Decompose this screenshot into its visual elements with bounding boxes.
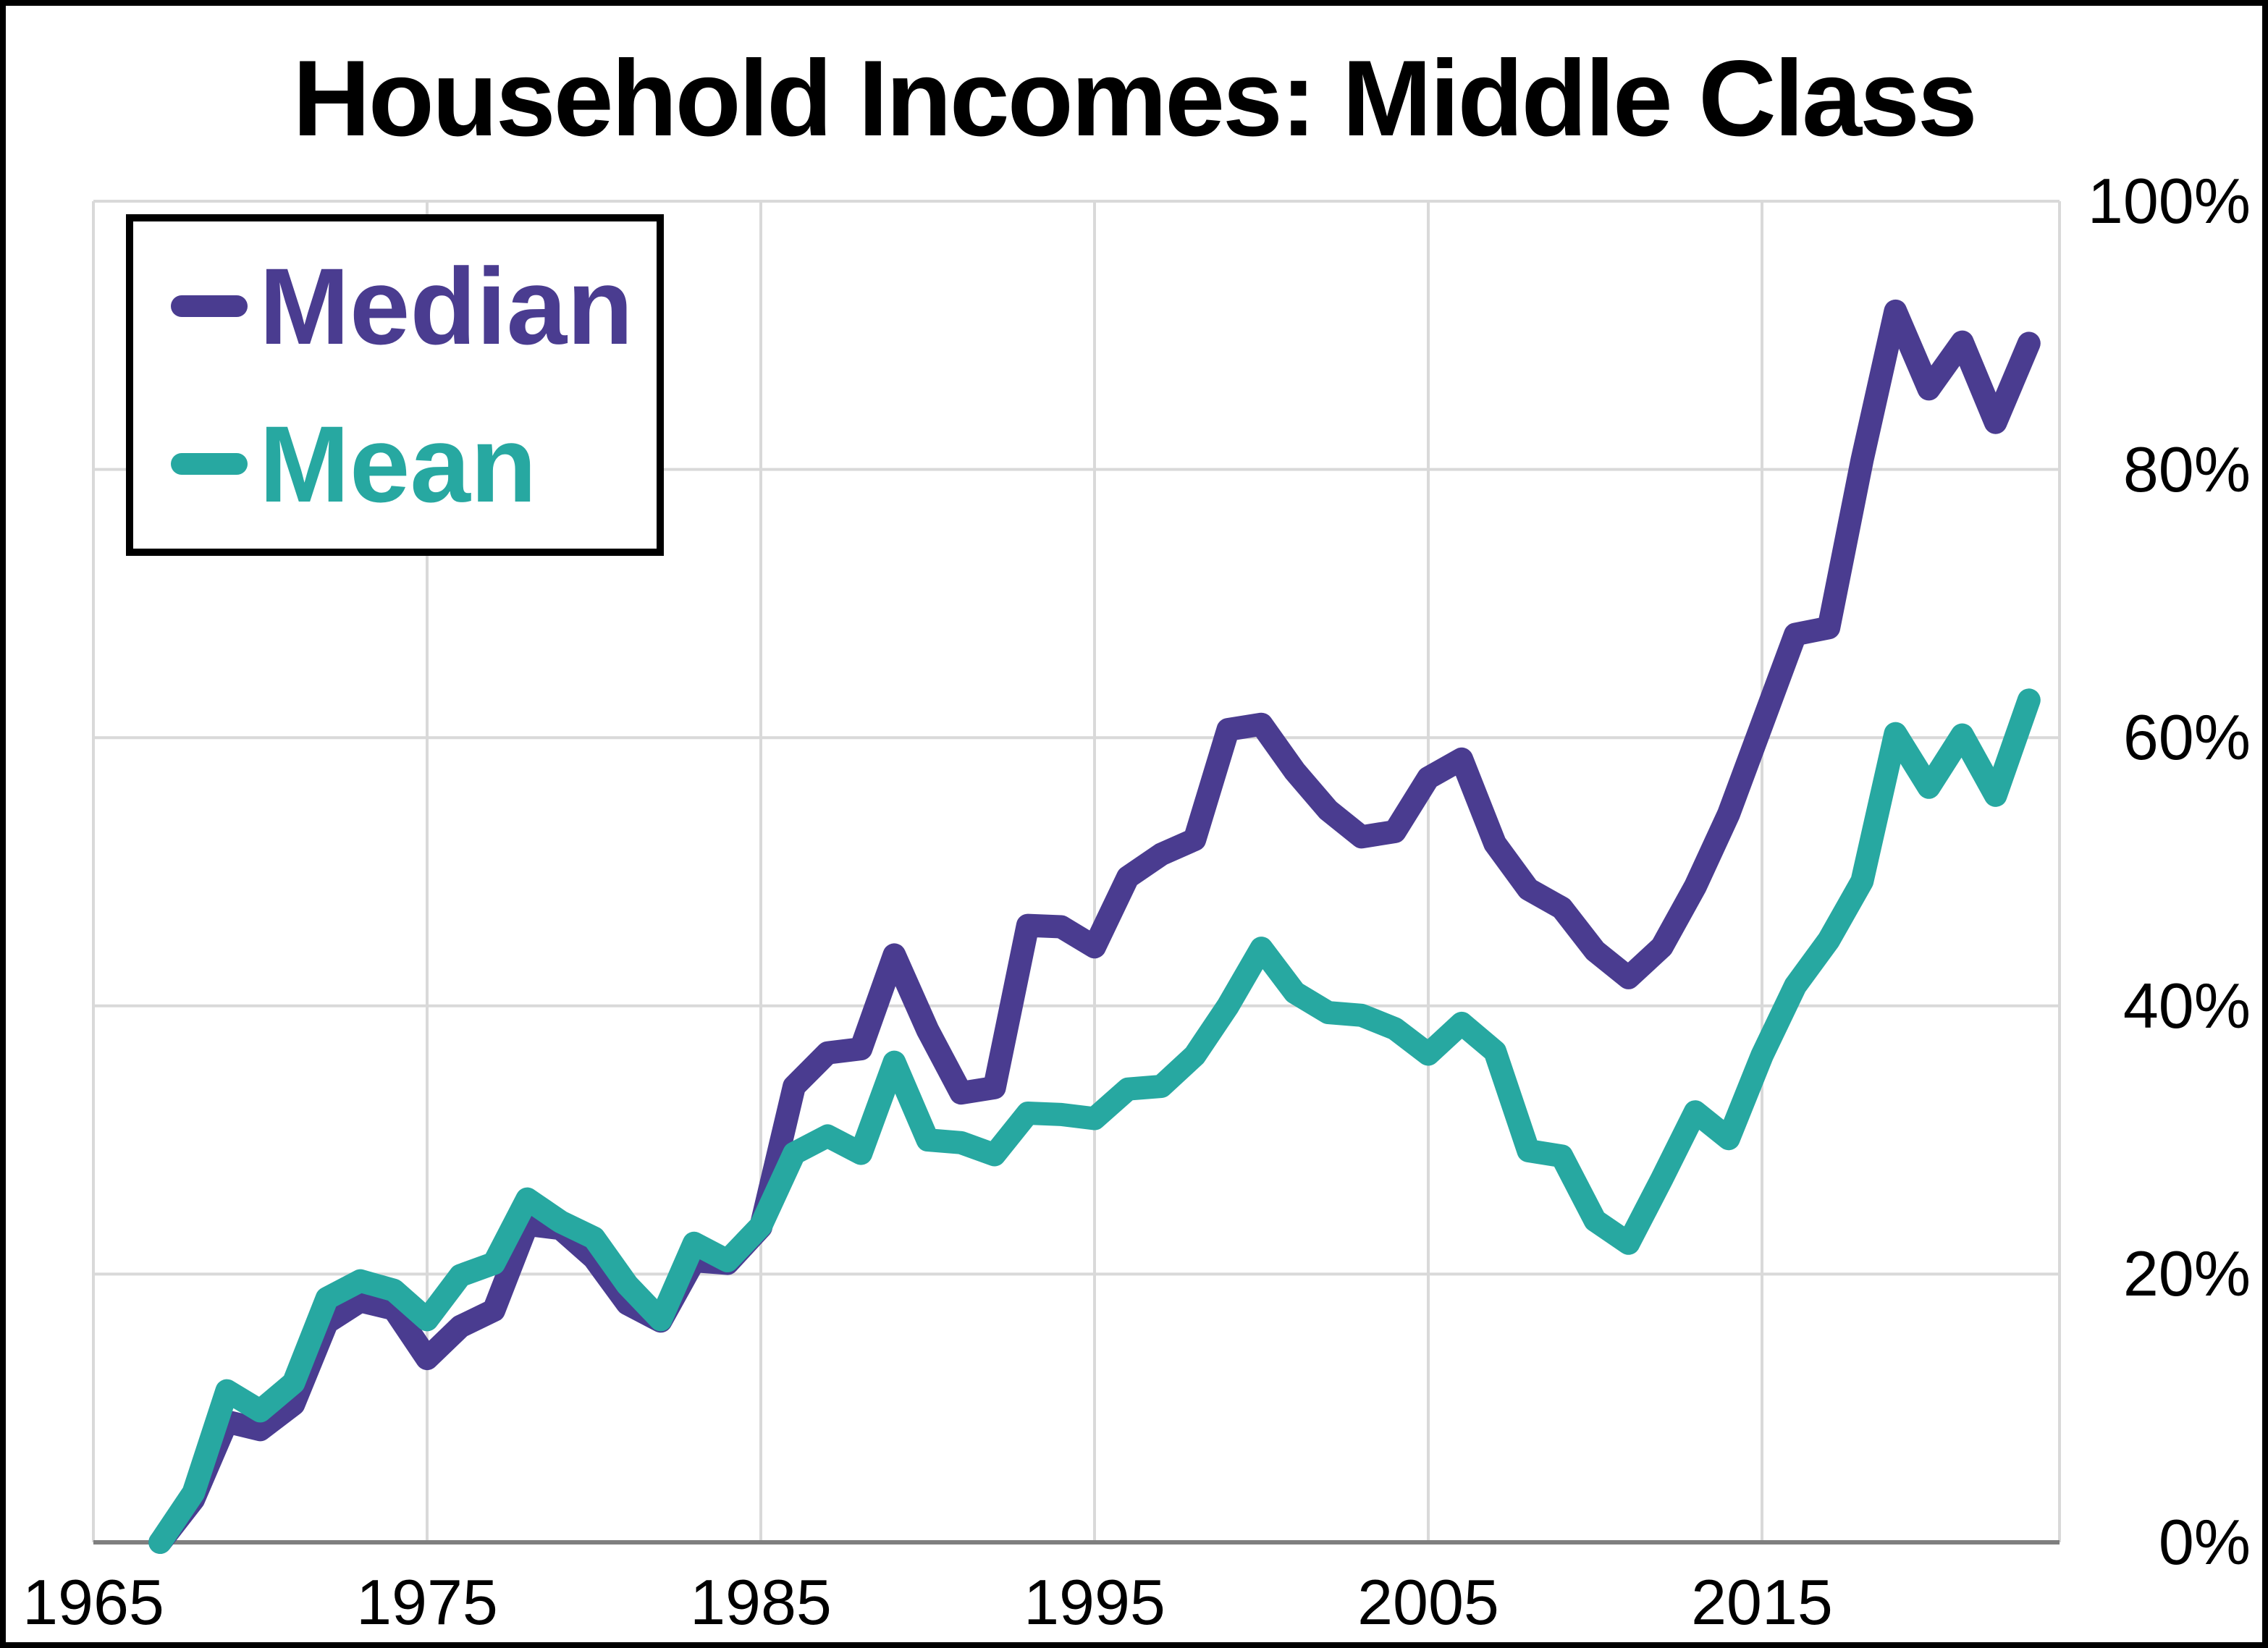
y-tick-label-40: 40%: [2122, 969, 2251, 1041]
y-tick-label-20: 20%: [2122, 1238, 2251, 1310]
x-tick-label-1975: 1975: [356, 1566, 498, 1638]
x-tick-label-1985: 1985: [690, 1566, 832, 1638]
legend-label: Mean: [259, 403, 537, 525]
x-tick-label-2015: 2015: [1691, 1566, 1833, 1638]
legend-dash-icon: [171, 453, 248, 475]
x-tick-label-1995: 1995: [1024, 1566, 1165, 1638]
x-tick-label-1965: 1965: [22, 1566, 164, 1638]
legend-item-mean: Mean: [171, 385, 657, 543]
x-tick-label-2005: 2005: [1357, 1566, 1499, 1638]
median-line: [148, 299, 2041, 1554]
legend-dash-icon: [171, 295, 248, 317]
chart-title: Household Incomes: Middle Class: [292, 38, 1978, 159]
y-tick-label-60: 60%: [2122, 701, 2251, 774]
legend-item-median: Median: [171, 227, 657, 385]
mean-line: [148, 688, 2041, 1554]
y-tick-label-0: 0%: [2158, 1506, 2251, 1578]
legend-box: Median Mean: [126, 214, 664, 556]
legend-label: Median: [259, 245, 633, 367]
y-tick-label-100: 100%: [2087, 165, 2251, 237]
y-tick-label-80: 80%: [2122, 433, 2251, 505]
